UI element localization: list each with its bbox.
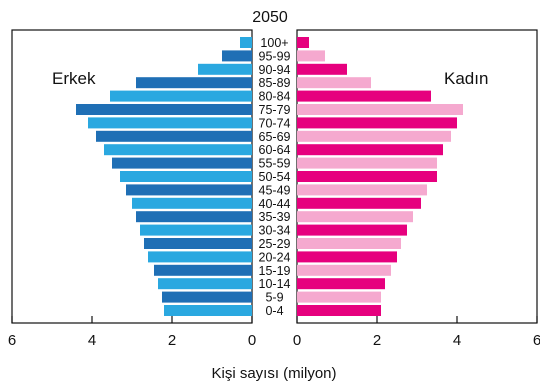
age-label-20-24: 20-24 <box>259 250 291 264</box>
female-bar-50-54 <box>297 171 437 182</box>
age-label-50-54: 50-54 <box>259 170 291 184</box>
male-bar-15-19 <box>154 264 252 276</box>
male-bar-5-9 <box>162 291 252 303</box>
male-bar-30-34 <box>140 224 252 236</box>
age-label-15-19: 15-19 <box>259 264 291 278</box>
female-bar-95-99 <box>297 50 325 62</box>
female-bar-70-74 <box>297 117 457 129</box>
female-bar-55-59 <box>297 157 437 169</box>
age-label-85-89: 85-89 <box>259 76 291 90</box>
age-label-25-29: 25-29 <box>259 237 291 251</box>
right-tick-label-2: 2 <box>373 332 381 349</box>
age-label-80-84: 80-84 <box>259 90 291 104</box>
male-bar-90-94 <box>198 63 252 75</box>
age-group-labels: 100+95-9990-9485-8980-8475-7970-7465-696… <box>259 36 291 318</box>
left-axis-ticks: 6 4 2 0 <box>8 316 256 349</box>
age-label-100+: 100+ <box>260 36 288 50</box>
age-label-0-4: 0-4 <box>265 304 283 318</box>
right-tick-label-0: 0 <box>293 332 301 349</box>
female-bar-85-89 <box>297 77 371 89</box>
male-bar-85-89 <box>136 77 252 89</box>
male-bar-80-84 <box>110 90 252 102</box>
male-bar-35-39 <box>136 211 252 223</box>
right-axis-ticks: 0 2 4 6 <box>293 316 540 349</box>
female-bar-75-79 <box>297 104 463 115</box>
female-bar-60-64 <box>297 144 443 156</box>
left-tick-label-2: 2 <box>168 332 176 349</box>
male-bar-0-4 <box>164 305 252 316</box>
female-bar-100+ <box>297 37 309 48</box>
chart-title: 2050 <box>252 9 288 26</box>
left-tick-label-4: 4 <box>88 332 96 349</box>
female-bar-90-94 <box>297 63 347 75</box>
age-label-90-94: 90-94 <box>259 63 291 77</box>
left-tick-label-0: 0 <box>248 332 256 349</box>
male-bar-40-44 <box>132 197 252 209</box>
male-bar-70-74 <box>88 117 252 129</box>
male-bar-65-69 <box>96 130 252 142</box>
female-bar-25-29 <box>297 238 401 249</box>
female-bar-35-39 <box>297 211 413 223</box>
female-bar-40-44 <box>297 197 421 209</box>
female-bar-15-19 <box>297 264 391 276</box>
x-axis-label: Kişi sayısı (milyon) <box>211 365 336 382</box>
female-bars <box>297 37 463 316</box>
age-label-65-69: 65-69 <box>259 130 291 144</box>
female-bar-0-4 <box>297 305 381 316</box>
age-label-30-34: 30-34 <box>259 224 291 238</box>
left-tick-label-6: 6 <box>8 332 16 349</box>
male-bar-55-59 <box>112 157 252 169</box>
male-bar-50-54 <box>120 171 252 182</box>
female-bar-20-24 <box>297 251 397 263</box>
female-bar-10-14 <box>297 278 385 290</box>
legend-male-label: Erkek <box>52 69 96 88</box>
male-bar-75-79 <box>76 104 252 115</box>
age-label-5-9: 5-9 <box>265 291 283 305</box>
male-bar-60-64 <box>104 144 252 156</box>
male-bars <box>76 37 252 316</box>
male-bar-25-29 <box>144 238 252 249</box>
male-bar-20-24 <box>148 251 252 263</box>
age-label-75-79: 75-79 <box>259 103 291 117</box>
female-bar-80-84 <box>297 90 431 102</box>
age-label-70-74: 70-74 <box>259 116 291 130</box>
female-bar-45-49 <box>297 184 427 196</box>
age-label-35-39: 35-39 <box>259 210 291 224</box>
age-label-40-44: 40-44 <box>259 197 291 211</box>
age-label-45-49: 45-49 <box>259 183 291 197</box>
male-bar-10-14 <box>158 278 252 290</box>
right-tick-label-6: 6 <box>533 332 540 349</box>
male-bar-45-49 <box>126 184 252 196</box>
age-label-95-99: 95-99 <box>259 49 291 63</box>
male-bar-100+ <box>240 37 252 48</box>
age-label-10-14: 10-14 <box>259 277 291 291</box>
age-label-60-64: 60-64 <box>259 143 291 157</box>
female-bar-5-9 <box>297 291 381 303</box>
right-tick-label-4: 4 <box>453 332 461 349</box>
male-bar-95-99 <box>222 50 252 62</box>
legend-female-label: Kadın <box>444 69 488 88</box>
female-bar-65-69 <box>297 130 451 142</box>
age-label-55-59: 55-59 <box>259 157 291 171</box>
female-bar-30-34 <box>297 224 407 236</box>
